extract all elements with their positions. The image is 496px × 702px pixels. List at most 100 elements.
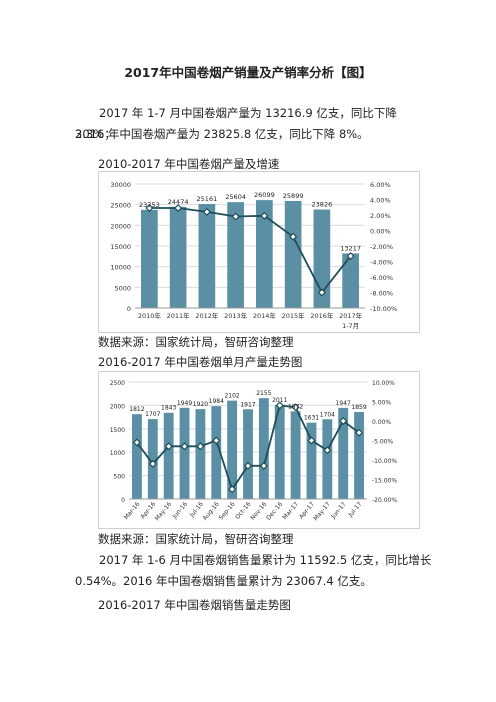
y2-tick-label: 0.00% xyxy=(372,419,391,426)
x-tick-label: Aug-16 xyxy=(202,501,221,522)
x-tick-label: May-16 xyxy=(154,501,174,523)
data-label: 13217 xyxy=(340,244,361,252)
y-tick-label: 20000 xyxy=(110,222,131,230)
y2-tick-label: 6.00% xyxy=(370,181,391,189)
data-label: 1949 xyxy=(177,400,192,407)
y2-tick-label: -20.00% xyxy=(372,497,397,504)
x-tick-label: 2017年 xyxy=(339,311,363,320)
y2-tick-label: -8.00% xyxy=(370,290,393,298)
y-tick-label: 0 xyxy=(127,305,131,313)
y-tick-label: 30000 xyxy=(110,181,131,189)
x-tick-label: Mar-17 xyxy=(281,501,300,522)
bar xyxy=(147,419,158,499)
data-label: 25604 xyxy=(225,193,246,201)
data-label: 1984 xyxy=(209,398,224,405)
y2-tick-label: -5.00% xyxy=(372,439,394,446)
y2-tick-label: 4.00% xyxy=(370,197,391,205)
bar xyxy=(198,204,216,308)
y-tick-label: 2000 xyxy=(110,403,125,410)
x-tick-label: Dec-16 xyxy=(265,501,284,522)
growth-point xyxy=(243,461,253,470)
data-label: 2011 xyxy=(272,397,287,404)
bar xyxy=(141,209,158,308)
bar xyxy=(179,407,190,499)
growth-point xyxy=(307,436,316,445)
growth-point xyxy=(323,446,332,455)
data-label: 26099 xyxy=(254,191,275,199)
data-label: 2155 xyxy=(256,390,271,397)
chart-annual-production: 0 5000 10000 15000 20000 25000 30000 -10.00% -8.… xyxy=(98,171,420,333)
bar xyxy=(284,200,302,308)
growth-point xyxy=(228,485,237,494)
growth-point xyxy=(317,288,326,297)
y-tick-label: 1000 xyxy=(110,450,125,457)
y-tick-label: 25000 xyxy=(110,202,131,210)
data-label: 1631 xyxy=(304,415,319,422)
data-label: 1707 xyxy=(145,411,160,418)
x-tick-label: Jun-16 xyxy=(171,501,189,521)
x-tick-label: 2016年 xyxy=(310,311,334,320)
intro-line-1: 2017 年 1-7 月中国卷烟产量为 13216.9 亿支，同比下降 3.3%… xyxy=(75,106,397,141)
sales-line-2: 0.54%。2016 年中国卷烟销售量累计为 23067.4 亿支。 xyxy=(75,574,372,588)
chart-1-svg: 0 5000 10000 15000 20000 25000 30000 -10.00% -8.… xyxy=(110,181,397,330)
y2-tick-label: 5.00% xyxy=(372,400,391,407)
data-label: 24474 xyxy=(168,198,189,206)
data-label: 1859 xyxy=(351,404,366,411)
y2-tick-label: -4.00% xyxy=(370,259,393,267)
growth-point xyxy=(148,459,157,468)
y-tick-label: 0 xyxy=(121,497,125,504)
y-tick-label: 500 xyxy=(114,474,126,481)
data-label: 1917 xyxy=(240,401,255,408)
bar xyxy=(169,206,187,308)
y2-tick-label: -2.00% xyxy=(370,243,393,251)
x-tick-label: 2010年 xyxy=(138,311,162,320)
chart-monthly-production: 0 500 1000 1500 2000 2500 -20.00% -15.00% -10.00… xyxy=(98,371,420,529)
data-label: 23753 xyxy=(139,201,160,209)
bar xyxy=(211,406,222,499)
bar xyxy=(195,409,206,499)
page-title: 2017年中国卷烟产销量及产销率分析【图】 xyxy=(124,65,372,80)
bar xyxy=(342,253,359,308)
caption-chart-2: 2016-2017 年中国卷烟单月产量走势图 xyxy=(98,355,303,369)
bar xyxy=(256,200,273,308)
bar xyxy=(354,411,364,499)
bar xyxy=(227,400,238,499)
y2-tick-label: 2.00% xyxy=(370,212,391,220)
growth-point xyxy=(180,442,189,451)
bar xyxy=(338,407,349,499)
growth-point xyxy=(259,461,268,470)
y-tick-label: 15000 xyxy=(110,243,131,251)
source-note-2: 数据来源：国家统计局，智研咨询整理 xyxy=(98,532,294,546)
growth-point xyxy=(174,203,183,213)
bar xyxy=(243,409,253,499)
x-tick-label-cont: 1-7月 xyxy=(342,322,359,330)
chart-2-svg: 0 500 1000 1500 2000 2500 -20.00% -15.00% -10.00… xyxy=(110,380,398,523)
y-tick-label: 2500 xyxy=(110,380,125,387)
growth-line xyxy=(149,207,352,295)
bar xyxy=(258,398,269,499)
growth-point xyxy=(145,203,154,213)
growth-point xyxy=(164,442,173,451)
bar xyxy=(274,404,285,499)
y-tick-label: 10000 xyxy=(110,264,131,272)
growth-point xyxy=(212,436,221,445)
sales-line-1: 2017 年 1-6 月中国卷烟销售量累计为 11592.5 亿支，同比增长 xyxy=(99,553,432,567)
bar xyxy=(163,412,174,499)
y-tick-label: 5000 xyxy=(114,284,131,292)
y2-tick-label: -10.00% xyxy=(372,458,397,465)
growth-point xyxy=(275,401,284,410)
x-tick-label: Jun-17 xyxy=(329,501,347,521)
growth-point xyxy=(355,428,364,437)
y-tick-label: 1500 xyxy=(110,427,125,434)
y2-tick-label: -15.00% xyxy=(372,478,397,485)
growth-point xyxy=(289,232,298,241)
y2-tick-label: -6.00% xyxy=(370,274,393,282)
data-label: 1872 xyxy=(288,403,303,410)
y2-tick-label: 10.00% xyxy=(372,380,395,387)
caption-chart-1: 2010-2017 年中国卷烟产量及增速 xyxy=(98,157,280,171)
y2-tick-label: -10.00% xyxy=(370,305,397,313)
data-label: 1704 xyxy=(320,411,335,418)
x-tick-label: Sep-16 xyxy=(218,501,237,522)
x-tick-label: Jul-17 xyxy=(347,501,364,519)
x-tick-label: 2011年 xyxy=(167,311,191,320)
